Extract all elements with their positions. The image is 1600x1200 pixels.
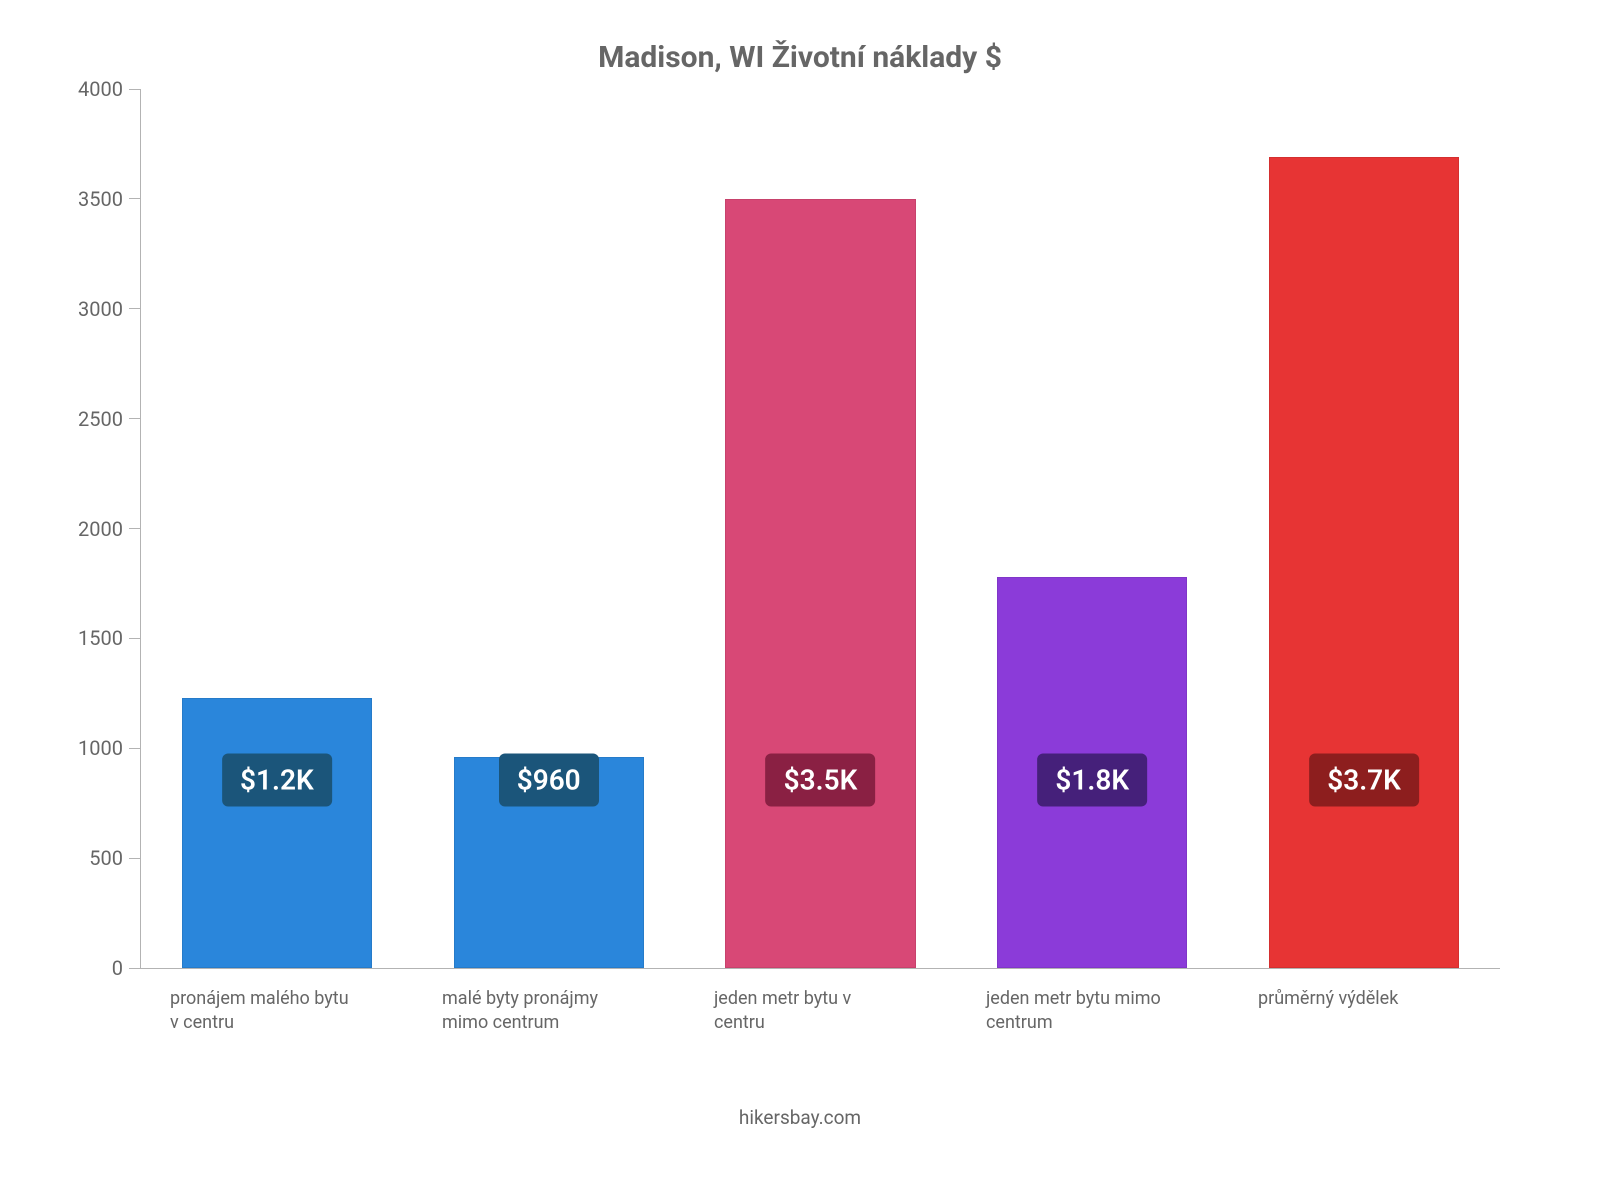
y-tick: [129, 528, 141, 529]
x-axis-label: pronájem malého bytu v centru: [170, 987, 360, 1036]
x-axis-labels: pronájem malého bytu v centru malé byty p…: [140, 969, 1500, 1036]
x-label-slot: jeden metr bytu v centru: [684, 969, 956, 1036]
bar: $1.8K: [997, 577, 1187, 968]
y-tick: [129, 858, 141, 859]
y-tick: [129, 418, 141, 419]
y-tick: [129, 308, 141, 309]
chart-title: Madison, WI Životní náklady $: [60, 40, 1540, 75]
x-label-slot: průměrný výdělek: [1228, 969, 1500, 1036]
y-tick: [129, 748, 141, 749]
bar-slot: $3.5K: [685, 89, 957, 968]
x-label-slot: pronájem malého bytu v centru: [140, 969, 412, 1036]
x-axis-label: průměrný výdělek: [1258, 987, 1448, 1011]
y-axis-label: 1500: [78, 626, 123, 650]
chart-footer: hikersbay.com: [60, 1106, 1540, 1129]
value-badge: $1.8K: [1037, 754, 1147, 807]
y-axis-label: 1000: [78, 736, 123, 760]
bar: $960: [454, 757, 644, 968]
y-axis-label: 3000: [78, 297, 123, 321]
plot-area: $1.2K$960$3.5K$1.8K$3.7K 050010001500200…: [140, 89, 1500, 969]
bar-slot: $960: [413, 89, 685, 968]
y-tick: [129, 198, 141, 199]
y-axis-label: 500: [89, 846, 123, 870]
y-axis-label: 3500: [78, 187, 123, 211]
value-badge: $3.5K: [766, 754, 876, 807]
bars-container: $1.2K $960 $3.5K $1.8K $3.7K: [141, 89, 1500, 968]
value-badge: $960: [499, 754, 599, 807]
y-tick: [129, 89, 141, 90]
x-label-slot: malé byty pronájmy mimo centrum: [412, 969, 684, 1036]
bar: $3.5K: [725, 199, 915, 968]
x-axis-label: jeden metr bytu v centru: [714, 987, 904, 1036]
y-axis-label: 0: [112, 956, 123, 980]
y-axis-label: 2000: [78, 517, 123, 541]
bar-slot: $1.2K: [141, 89, 413, 968]
y-tick: [129, 968, 141, 969]
bar: $1.2K: [182, 698, 372, 968]
x-axis-label: jeden metr bytu mimo centrum: [986, 987, 1176, 1036]
y-axis-label: 4000: [78, 77, 123, 101]
bar-slot: $3.7K: [1228, 89, 1500, 968]
value-badge: $3.7K: [1309, 754, 1419, 807]
y-axis-label: 2500: [78, 407, 123, 431]
value-badge: $1.2K: [222, 754, 332, 807]
bar: $3.7K: [1269, 157, 1459, 968]
x-label-slot: jeden metr bytu mimo centrum: [956, 969, 1228, 1036]
x-axis-label: malé byty pronájmy mimo centrum: [442, 987, 632, 1036]
bar-slot: $1.8K: [956, 89, 1228, 968]
cost-of-living-chart: Madison, WI Životní náklady $ $1.2K$960$…: [0, 0, 1600, 1200]
y-tick: [129, 638, 141, 639]
